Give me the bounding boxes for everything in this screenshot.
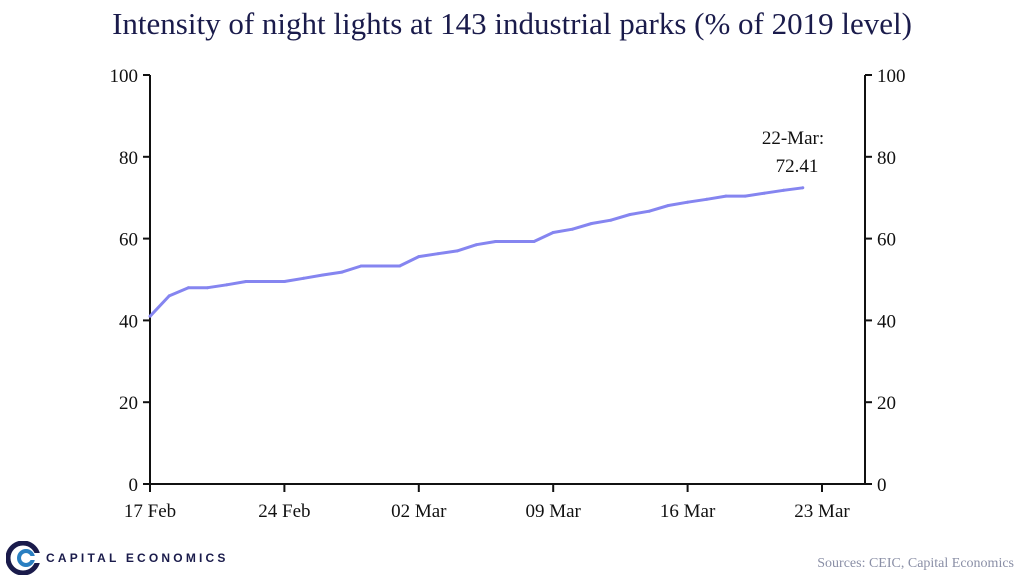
annotation-line-2: 72.41: [776, 156, 819, 177]
data-point: [186, 286, 190, 290]
data-point: [436, 252, 440, 256]
data-point: [263, 280, 267, 283]
annotation-line-1: 22-Mar:: [762, 128, 824, 149]
data-point: [244, 280, 248, 283]
series-layer: [148, 186, 805, 318]
x-tick-label: 16 Mar: [660, 501, 716, 522]
source-note: Sources: CEIC, Capital Economics: [817, 556, 1014, 571]
data-point: [359, 264, 363, 268]
chart-title: Intensity of night lights at 143 industr…: [112, 6, 912, 41]
data-point: [340, 270, 344, 274]
data-point: [628, 213, 632, 216]
y-tick-label-left: 40: [119, 311, 138, 332]
y-tick-label-right: 100: [877, 66, 906, 87]
data-point: [686, 200, 690, 204]
logo-text: CAPITAL ECONOMICS: [46, 551, 229, 565]
axes: 0 0 20 20 40 40 60 60 80 80 100 100 17 Feb 24 Feb 02 M…: [110, 66, 906, 522]
x-tick-label: 02 Mar: [391, 501, 447, 522]
series-line: [148, 186, 803, 318]
y-tick-label-left: 80: [119, 148, 138, 169]
data-point: [206, 286, 210, 290]
data-point: [167, 294, 171, 298]
data-point: [743, 194, 747, 198]
data-point: [282, 280, 286, 283]
data-point: [494, 240, 498, 243]
data-point: [705, 197, 709, 201]
x-tick-label: 24 Feb: [258, 501, 310, 522]
y-tick-label-right: 80: [877, 148, 896, 169]
capital-economics-logo: CAPITAL ECONOMICS: [6, 538, 229, 578]
x-tick-label: 23 Mar: [794, 501, 850, 522]
data-point: [417, 255, 421, 259]
x-tick-label: 17 Feb: [124, 501, 176, 522]
data-point: [321, 273, 325, 277]
data-point: [513, 240, 517, 243]
y-tick-label-left: 0: [129, 475, 139, 496]
data-point: [590, 222, 594, 225]
data-point: [398, 264, 402, 268]
y-tick-label-right: 40: [877, 311, 896, 332]
data-point: [378, 264, 382, 268]
annotation: 22-Mar: 72.41: [762, 128, 824, 177]
data-point: [782, 188, 786, 192]
data-point: [225, 283, 229, 287]
y-tick-label-right: 60: [877, 230, 896, 251]
data-point: [551, 231, 555, 234]
y-tick-label-right: 20: [877, 393, 896, 414]
x-tick-label: 09 Mar: [525, 501, 581, 522]
data-point: [609, 218, 613, 222]
y-tick-label-right: 0: [877, 475, 887, 496]
data-point: [801, 186, 805, 190]
data-point: [724, 194, 728, 198]
y-tick-label-left: 60: [119, 230, 138, 251]
data-point: [455, 249, 459, 253]
data-point: [474, 243, 478, 247]
y-tick-label-left: 100: [110, 66, 139, 87]
data-point: [666, 204, 670, 207]
data-point: [302, 276, 306, 280]
logo-mark-icon: [6, 541, 40, 575]
data-point: [762, 191, 766, 195]
data-point: [570, 227, 574, 231]
data-point: [647, 209, 651, 213]
data-point: [532, 240, 536, 243]
data-point: [148, 314, 152, 318]
y-tick-label-left: 20: [119, 393, 138, 414]
